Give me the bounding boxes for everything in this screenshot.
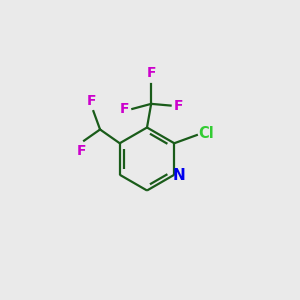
Text: F: F bbox=[120, 102, 129, 116]
Text: Cl: Cl bbox=[198, 126, 214, 141]
Text: F: F bbox=[77, 144, 86, 158]
Text: N: N bbox=[173, 168, 185, 183]
Text: F: F bbox=[174, 99, 183, 112]
Text: F: F bbox=[87, 94, 97, 108]
Text: F: F bbox=[146, 67, 156, 80]
